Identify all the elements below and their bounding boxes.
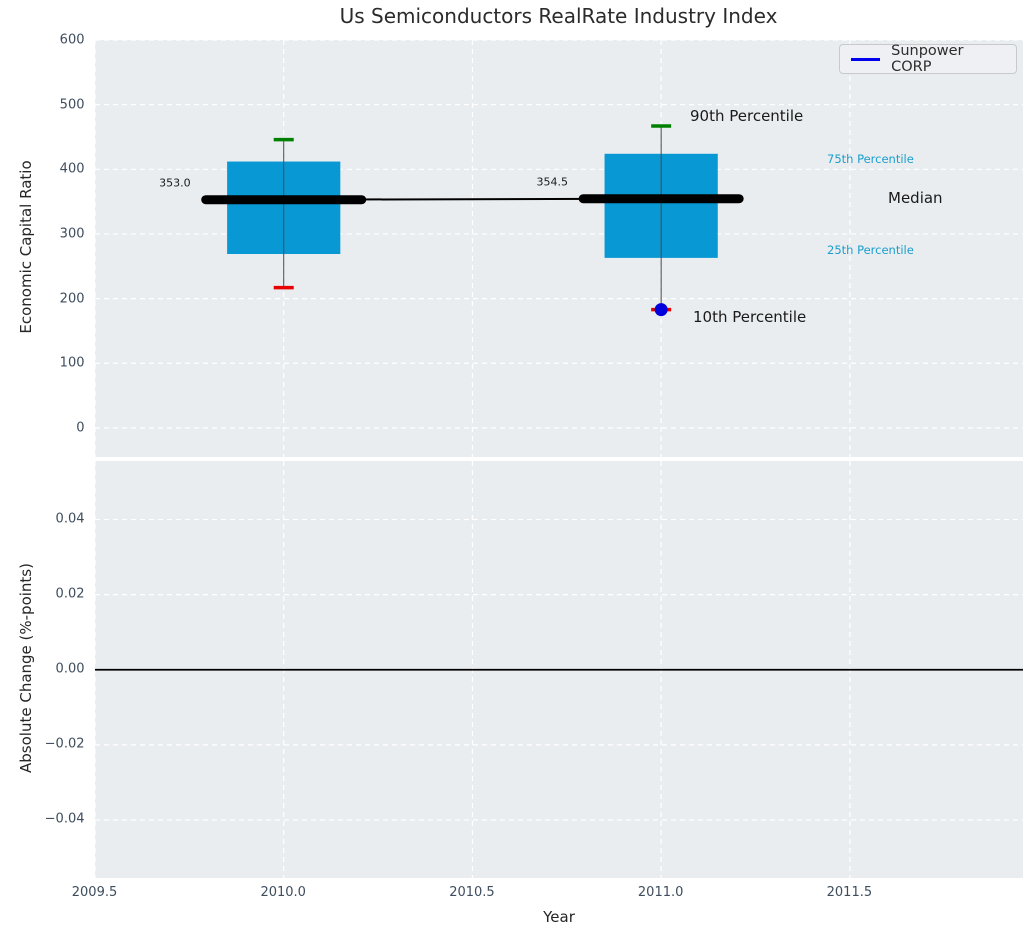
y-tick-label: 100 bbox=[59, 355, 85, 371]
top-plot-surface bbox=[94, 40, 1023, 457]
annotation-75th-percentile: 75th Percentile bbox=[827, 152, 914, 166]
legend: Sunpower CORP bbox=[839, 43, 1017, 75]
annotation-25th-percentile: 25th Percentile bbox=[827, 243, 914, 257]
y-tick-label: 300 bbox=[59, 226, 85, 242]
x-tick-label: 2010.0 bbox=[260, 885, 306, 900]
bottom-plot-surface bbox=[94, 460, 1023, 878]
y-tick-label: −0.02 bbox=[44, 736, 85, 752]
x-tick-label: 2009.5 bbox=[71, 885, 118, 900]
sunpower-marker bbox=[654, 303, 668, 317]
bottom-axes bbox=[94, 460, 1023, 878]
y-tick-label: 0.02 bbox=[55, 586, 85, 602]
x-axis-label: Year bbox=[543, 908, 575, 926]
y-tick-label: 600 bbox=[59, 32, 85, 48]
y-tick-label: −0.04 bbox=[44, 811, 85, 827]
chart-title: Us Semiconductors RealRate Industry Inde… bbox=[339, 4, 778, 28]
top-y-axis-label: Economic Capital Ratio bbox=[17, 160, 35, 334]
x-tick-label: 2011.5 bbox=[826, 885, 873, 900]
y-tick-label: 400 bbox=[59, 161, 85, 177]
legend-label: Sunpower CORP bbox=[891, 43, 964, 75]
top-axes bbox=[94, 40, 1023, 457]
y-tick-label: 0 bbox=[76, 420, 85, 436]
median-value-label-2010: 353.0 bbox=[159, 176, 191, 190]
y-tick-label: 0.04 bbox=[55, 511, 85, 527]
x-tick-label: 2011.0 bbox=[637, 885, 684, 900]
y-tick-label: 200 bbox=[59, 291, 85, 307]
annotation-10th-percentile: 10th Percentile bbox=[693, 308, 807, 326]
y-tick-label: 0.00 bbox=[55, 661, 85, 677]
legend-line-sample bbox=[851, 57, 881, 61]
annotation-90th-percentile: 90th Percentile bbox=[690, 107, 804, 125]
x-tick-label: 2010.5 bbox=[449, 885, 495, 900]
median-value-label-2011: 354.5 bbox=[536, 175, 569, 189]
bottom-y-axis-label: Absolute Change (%-points) bbox=[17, 563, 35, 773]
annotation-median: Median bbox=[888, 189, 943, 207]
y-tick-label: 500 bbox=[59, 97, 85, 113]
